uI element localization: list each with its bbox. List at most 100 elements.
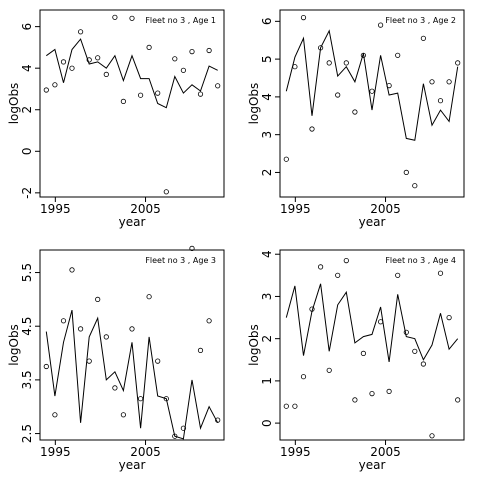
y-axis-label: logObs — [7, 83, 21, 125]
observed-point — [420, 35, 426, 41]
observed-point — [292, 64, 298, 70]
observed-point — [103, 71, 109, 78]
observed-point — [403, 169, 409, 175]
observed-point — [60, 59, 67, 65]
observed-point — [180, 425, 186, 431]
chart-panel-2: 1995 2005 2 3 4 5 6 year logObs Fleet no 3 , Age … — [247, 9, 465, 229]
observed-point — [429, 433, 435, 439]
observed-point — [146, 294, 152, 300]
observed-point — [300, 15, 307, 21]
x-axis-label: year — [119, 458, 146, 472]
x-tick-label: 2005 — [370, 202, 401, 216]
y-tick-label: 0 — [260, 419, 274, 427]
y-tick-label: 6 — [260, 18, 274, 26]
observed-point — [317, 264, 324, 270]
y-tick-label: -2 — [20, 187, 34, 199]
observed-point — [43, 363, 49, 370]
observed-point — [215, 417, 221, 423]
observed-point — [437, 98, 444, 104]
x-tick-label: 1995 — [280, 445, 311, 459]
observed-point — [369, 88, 375, 94]
observed-point — [309, 306, 315, 312]
observed-point — [172, 433, 178, 439]
x-tick-label: 1995 — [40, 445, 71, 459]
observed-point — [283, 156, 289, 162]
plot-frame — [39, 249, 225, 441]
observed-point — [292, 403, 298, 409]
observed-point — [112, 385, 118, 391]
observed-point — [155, 90, 161, 96]
y-tick-label: 4.5 — [20, 317, 34, 336]
y-tick-label: 5 — [260, 55, 274, 63]
observed-point — [437, 270, 444, 276]
observed-point — [120, 412, 127, 418]
y-axis-label: logObs — [7, 324, 21, 366]
observed-point — [343, 257, 349, 264]
y-tick-label: 3 — [260, 293, 274, 301]
observed-point — [309, 126, 315, 132]
observed-point — [95, 296, 101, 302]
observed-point — [172, 56, 178, 62]
observed-point — [386, 83, 392, 89]
observed-point — [283, 403, 289, 409]
legend-label: Fleet no 3 , Age 1 — [145, 16, 216, 25]
observed-point — [420, 361, 426, 367]
legend-label: Fleet no 3 , Age 2 — [385, 16, 456, 25]
plot-frame — [279, 249, 465, 441]
plot-frame — [39, 9, 225, 198]
observed-point — [352, 397, 358, 403]
observed-point — [395, 272, 401, 278]
y-tick-label: 4 — [260, 93, 274, 101]
observed-point — [206, 318, 212, 324]
observed-point — [215, 83, 221, 89]
y-tick-label: 4 — [20, 64, 34, 72]
observed-point — [197, 347, 204, 353]
observed-point — [300, 374, 307, 380]
observed-point — [317, 45, 324, 51]
observed-point — [335, 92, 341, 98]
observed-point — [138, 92, 144, 98]
observed-point — [52, 82, 58, 88]
x-axis-label: year — [119, 215, 146, 229]
y-tick-label: 0 — [20, 147, 34, 155]
observed-point — [43, 87, 49, 93]
observed-point — [86, 358, 92, 364]
fitted-series-line — [285, 29, 459, 141]
observed-point — [52, 412, 58, 418]
observed-point — [206, 47, 212, 54]
observed-point — [326, 60, 332, 66]
observed-point — [326, 367, 332, 373]
observed-point — [69, 267, 75, 273]
x-tick-label: 2005 — [130, 202, 161, 216]
observed-point — [377, 22, 384, 28]
observed-point — [197, 91, 204, 97]
plot-frame — [279, 9, 465, 198]
observed-point — [95, 55, 101, 61]
observed-point — [163, 396, 169, 402]
observed-point — [395, 52, 401, 58]
x-axis-label: year — [359, 458, 386, 472]
observed-point — [386, 388, 392, 394]
observed-point — [446, 314, 452, 321]
observed-point — [343, 60, 349, 66]
chart-panel-4: 1995 2005 0 1 2 3 4 year logObs Fleet no 3 , Age … — [247, 249, 465, 472]
x-tick-label: 2005 — [130, 445, 161, 459]
observed-point — [129, 15, 135, 21]
legend-label: Fleet no 3 , Age 4 — [385, 256, 456, 265]
y-axis-label: logObs — [247, 83, 261, 125]
observed-point — [412, 183, 418, 189]
chart-panel-3: 1995 2005 2.5 3.5 4.5 5.5 year logObs Fleet no 3… — [7, 245, 225, 472]
observed-point — [112, 14, 118, 20]
observed-point — [103, 334, 109, 340]
y-tick-label: 2 — [260, 169, 274, 177]
fitted-series-line — [45, 309, 219, 440]
observed-point — [455, 60, 461, 66]
y-tick-label: 2.5 — [20, 424, 34, 443]
fitted-series-line — [285, 283, 459, 362]
observed-point — [360, 52, 366, 58]
observed-point — [60, 318, 67, 324]
y-tick-label: 3.5 — [20, 370, 34, 389]
observed-point — [429, 79, 435, 85]
observed-point — [352, 109, 358, 115]
